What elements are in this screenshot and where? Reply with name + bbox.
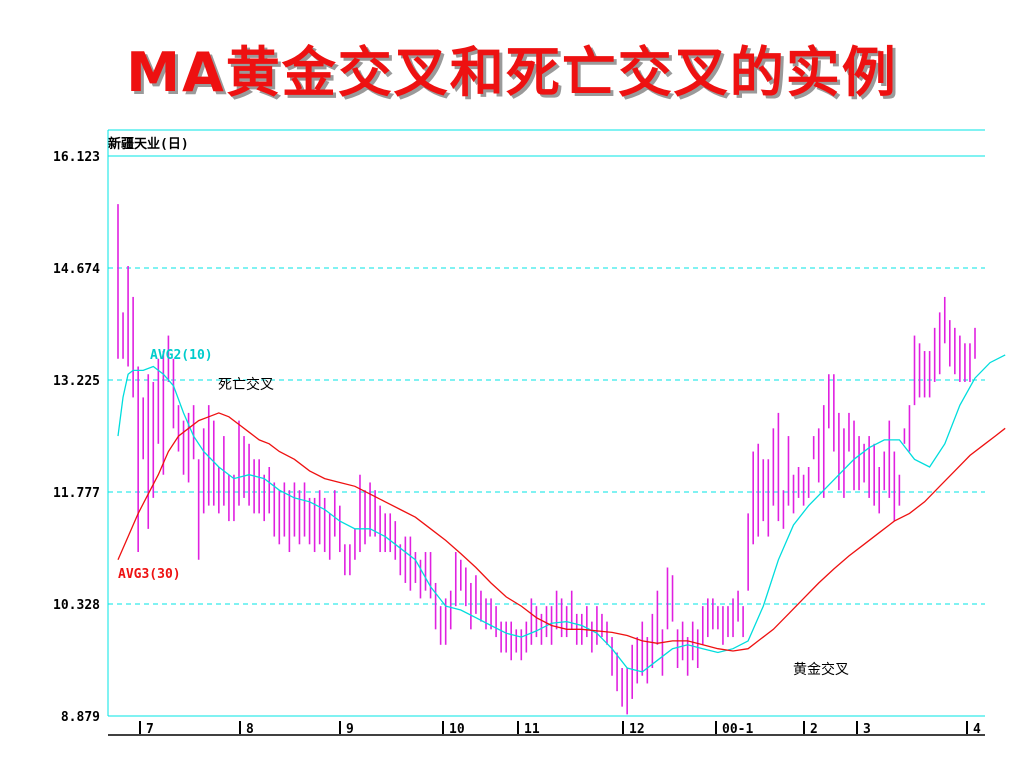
stock-name-label: 新疆天业(日) [108,136,189,152]
x-tick-label: 2 [810,722,818,737]
x-tick-label: 3 [863,722,871,737]
chart-axes: 16.123 14.674 13.225 11.777 10.328 8.879 7 8 9 10… [53,150,985,737]
y-tick-label: 16.123 [53,150,100,165]
x-tick-label: 9 [346,722,354,737]
y-tick-label: 14.674 [53,262,100,277]
x-tick-label: 11 [524,722,540,737]
x-tick-label: 7 [146,722,154,737]
x-tick-label: 12 [629,722,645,737]
ma30-label: AVG3(30) [118,567,181,582]
slide-title: MA黄金交叉和死亡交叉的实例 [126,41,898,104]
ma10-line [117,354,1006,673]
x-tick-label: 8 [246,722,254,737]
y-tick-label: 11.777 [53,486,100,501]
price-bars [117,204,976,715]
x-tick-label: 00-1 [722,722,753,737]
ma30-line [117,412,1006,652]
x-tick-label: 10 [449,722,465,737]
ma10-label: AVG2(10) [150,348,213,363]
moving-average-lines [117,354,1006,673]
y-tick-label: 13.225 [53,374,100,389]
golden-cross-label: 黄金交叉 [793,661,849,678]
death-cross-label: 死亡交叉 [218,376,274,393]
y-tick-label: 10.328 [53,598,100,613]
x-tick-label: 4 [973,722,981,737]
y-tick-label: 8.879 [61,710,100,725]
